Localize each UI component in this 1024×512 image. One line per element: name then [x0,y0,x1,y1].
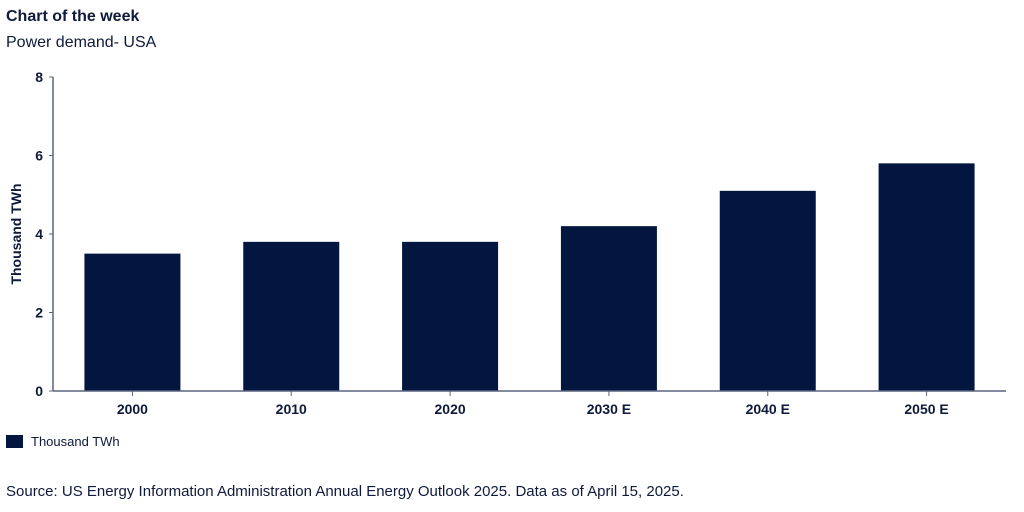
bar-2010 [243,241,340,391]
bar-2050-e [878,163,975,391]
x-tick-label: 2040 E [746,401,790,417]
bar-2040-e [719,190,816,391]
y-tick-label: 4 [35,226,43,242]
y-tick-label: 8 [35,69,43,85]
y-tick-label: 2 [35,305,43,321]
legend-label: Thousand TWh [31,434,120,449]
chart-subtitle: Power demand- USA [6,34,157,51]
x-tick-label: 2050 E [904,401,948,417]
legend: Thousand TWh [6,434,120,449]
bar-2030-e [560,226,657,391]
bar-2000 [84,253,181,391]
bar-2020 [402,241,499,391]
legend-swatch [6,435,23,448]
bar-chart: 0 2 4 6 8 2000 2010 2020 2030 E 2040 E 2050 E Tho… [8,69,1006,417]
y-tick-label: 0 [35,383,43,399]
y-axis-label: Thousand TWh [8,183,24,284]
source-note: Source: US Energy Information Administra… [6,483,684,500]
x-tick-label: 2030 E [587,401,631,417]
x-tick-label: 2010 [276,401,307,417]
x-tick-label: 2020 [435,401,466,417]
chart-title: Chart of the week [6,8,140,25]
x-tick-label: 2000 [117,401,148,417]
y-tick-label: 6 [35,148,43,164]
